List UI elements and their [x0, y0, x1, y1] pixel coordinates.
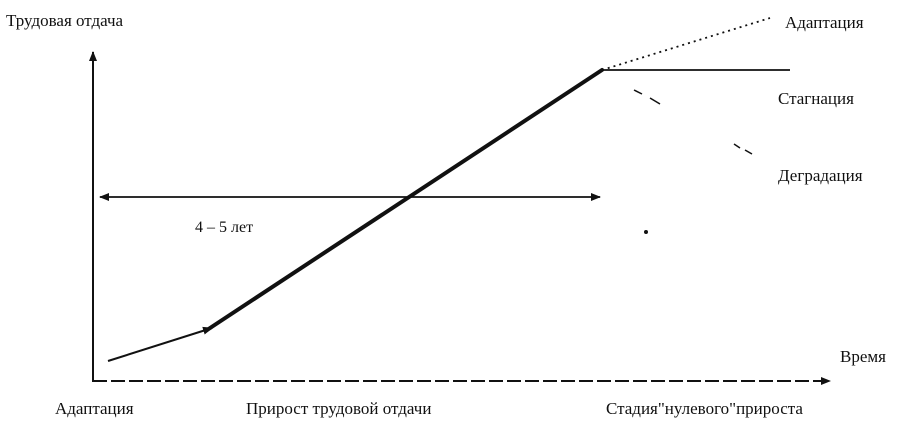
adaptation-trend-line: [601, 17, 771, 71]
stage-adaptation-label: Адаптация: [55, 399, 134, 418]
outcome-adaptation-label: Адаптация: [785, 13, 864, 32]
growth-curve: [205, 68, 604, 332]
duration-label: 4 – 5 лет: [195, 219, 253, 236]
adaptation-curve: [107, 326, 213, 362]
outcome-degradation-label: Деградация: [778, 166, 863, 185]
stage-zero-growth-label: Стадия"нулевого"прироста: [606, 399, 803, 418]
outcome-stagnation-label: Стагнация: [778, 89, 854, 108]
x-axis-label: Время: [840, 347, 886, 366]
degradation-trend-line: [633, 89, 753, 234]
stage-growth-label: Прирост трудовой отдачи: [246, 399, 431, 418]
y-axis-label: Трудовая отдача: [6, 11, 124, 30]
